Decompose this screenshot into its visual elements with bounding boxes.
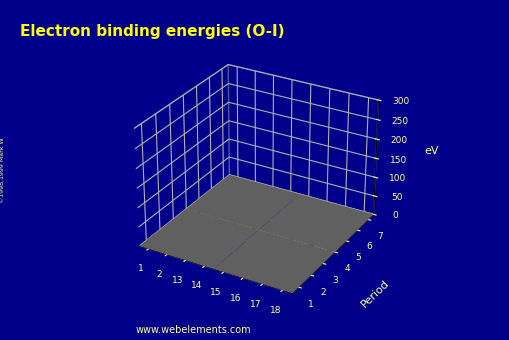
Text: www.webelements.com: www.webelements.com: [136, 325, 251, 335]
Text: Electron binding energies (O-I): Electron binding energies (O-I): [20, 24, 285, 39]
Text: ©1998,1999 Mark W: ©1998,1999 Mark W: [0, 137, 5, 203]
Y-axis label: Period: Period: [359, 278, 391, 310]
